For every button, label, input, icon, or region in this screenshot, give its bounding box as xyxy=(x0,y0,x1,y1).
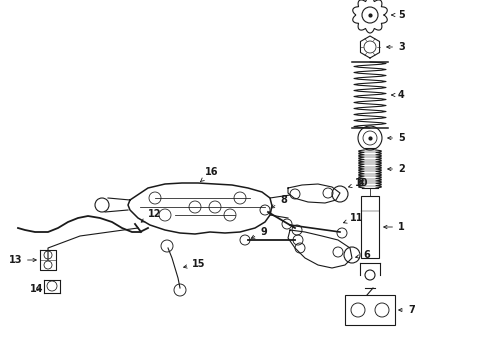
Text: 5: 5 xyxy=(388,133,405,143)
Text: 14: 14 xyxy=(30,284,44,294)
Text: 7: 7 xyxy=(399,305,415,315)
Text: 15: 15 xyxy=(184,259,205,269)
Text: 10: 10 xyxy=(348,178,368,188)
Text: 9: 9 xyxy=(251,227,267,238)
Text: 3: 3 xyxy=(387,42,405,52)
Text: 11: 11 xyxy=(343,213,364,223)
Text: 12: 12 xyxy=(141,209,162,222)
Text: 4: 4 xyxy=(392,90,405,100)
Text: 13: 13 xyxy=(8,255,36,265)
Text: 16: 16 xyxy=(200,167,219,182)
Text: 5: 5 xyxy=(392,10,405,20)
Text: 6: 6 xyxy=(356,250,370,260)
Text: 8: 8 xyxy=(271,195,287,208)
Text: 1: 1 xyxy=(384,222,405,232)
Text: 2: 2 xyxy=(388,164,405,174)
